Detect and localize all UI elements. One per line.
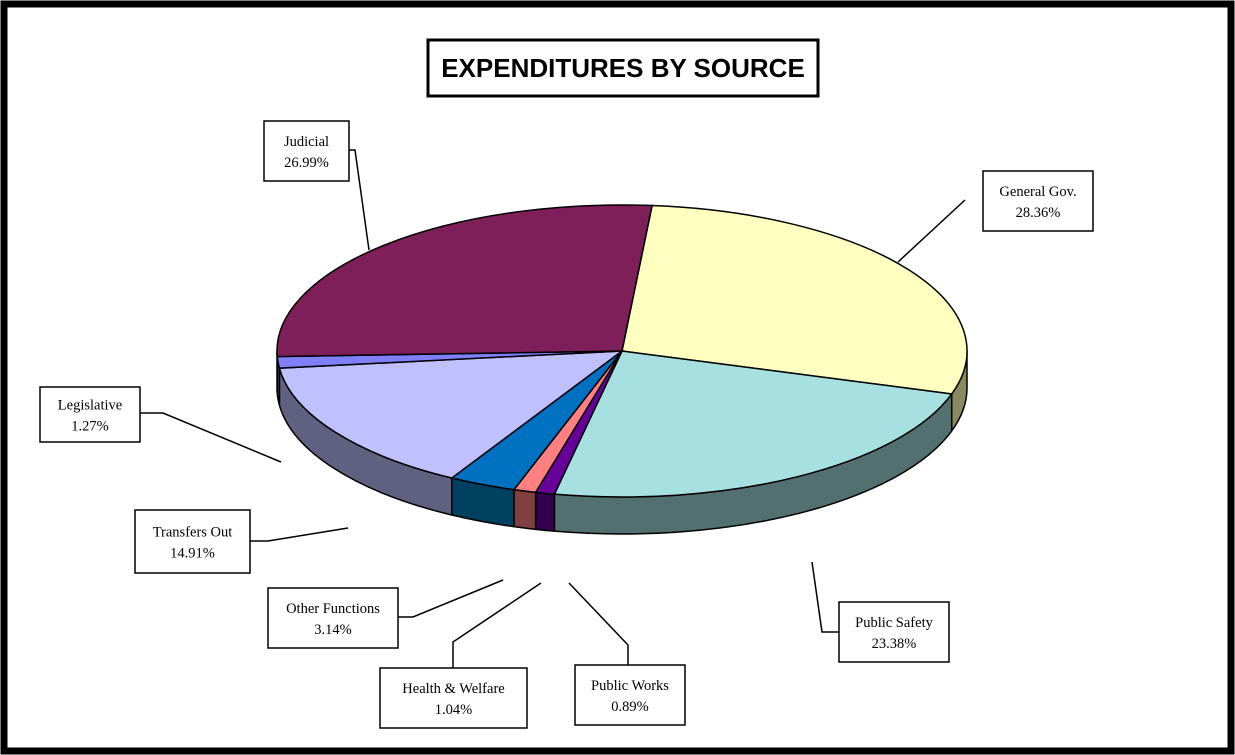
- label-transfers-out: Transfers Out 14.91%: [134, 509, 349, 574]
- slice-name: General Gov.: [999, 184, 1076, 200]
- side-health-and-welfare: [513, 488, 537, 531]
- slice-name: Public Works: [591, 678, 669, 694]
- leader-line: [398, 579, 504, 618]
- label-box: [39, 386, 141, 443]
- label-other-functions: Other Functions 3.14%: [267, 579, 504, 649]
- leader-line: [140, 412, 282, 463]
- leader-line: [568, 582, 629, 665]
- label-box: [379, 667, 528, 729]
- slice-percent: 23.38%: [872, 636, 917, 652]
- label-box: [267, 587, 399, 649]
- leader-line: [349, 149, 370, 251]
- leader-line: [811, 561, 839, 633]
- slice-transfers-out: [278, 350, 625, 479]
- slice-percent: 26.99%: [284, 155, 329, 171]
- slice-name: Public Safety: [855, 615, 933, 631]
- label-box: [574, 664, 686, 726]
- slice-name: Judicial: [284, 134, 329, 150]
- slice-name: Health & Welfare: [402, 681, 504, 697]
- label-health-and-welfare: Health & Welfare 1.04%: [379, 582, 542, 729]
- chart-title-text: EXPENDITURES BY SOURCE: [441, 53, 805, 83]
- label-public-safety: Public Safety 23.38%: [811, 561, 950, 663]
- leader-line: [250, 527, 349, 542]
- label-general-gov: General Gov. 28.36%: [897, 170, 1094, 263]
- leader-line: [897, 199, 966, 263]
- slice-judicial: [276, 204, 653, 358]
- pie-side-walls: [276, 350, 968, 535]
- slice-general-gov: [621, 204, 968, 395]
- chart-title: EXPENDITURES BY SOURCE: [426, 38, 820, 98]
- pie-top: [276, 204, 968, 498]
- label-legislative: Legislative 1.27%: [39, 386, 282, 463]
- label-box: [134, 509, 251, 574]
- leader-line: [452, 582, 542, 668]
- label-box: [982, 170, 1094, 232]
- slice-percent: 3.14%: [314, 622, 351, 638]
- label-box: [263, 120, 350, 182]
- side-public-works: [534, 491, 556, 532]
- slice-percent: 0.89%: [611, 699, 648, 715]
- slice-name: Transfers Out: [153, 525, 233, 541]
- slice-percent: 28.36%: [1016, 205, 1061, 221]
- label-box: [838, 601, 950, 663]
- label-judicial: Judicial 26.99%: [263, 120, 370, 251]
- slice-percent: 14.91%: [170, 546, 215, 562]
- slice-name: Legislative: [58, 398, 122, 414]
- slice-name: Other Functions: [286, 601, 380, 617]
- slice-public-safety: [553, 350, 954, 498]
- slice-percent: 1.27%: [71, 419, 108, 435]
- slice-labels: General Gov.28.36%Public Safety23.38%Pub…: [39, 120, 1094, 729]
- slice-percent: 1.04%: [435, 702, 472, 718]
- label-public-works: Public Works 0.89%: [568, 582, 686, 726]
